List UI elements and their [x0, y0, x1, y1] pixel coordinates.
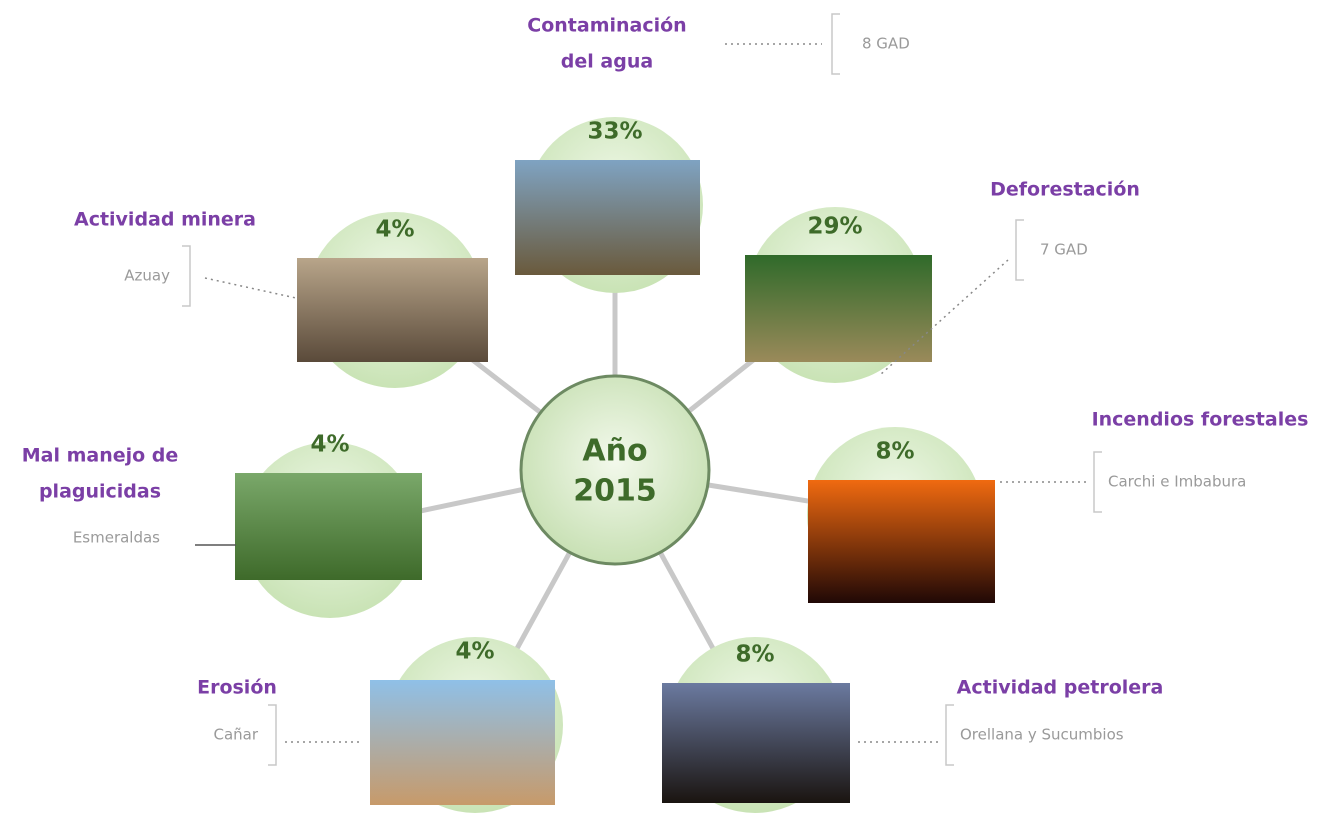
- node-title: Incendios forestales: [1092, 409, 1309, 431]
- bracket: [1094, 452, 1102, 512]
- node-title: plaguicidas: [39, 481, 161, 503]
- center-label: Año: [582, 434, 647, 469]
- bracket: [832, 14, 840, 74]
- node-detail: Azuay: [124, 267, 170, 285]
- node-image: [515, 160, 700, 275]
- node-title: Mal manejo de: [22, 445, 179, 467]
- node-title: Deforestación: [990, 179, 1140, 201]
- node-title: Actividad minera: [74, 209, 256, 231]
- node-image: [297, 258, 488, 362]
- node-detail: Carchi e Imbabura: [1108, 473, 1246, 491]
- node-detail: 8 GAD: [862, 35, 910, 53]
- node-percent: 4%: [310, 432, 349, 458]
- center-label: 2015: [573, 474, 657, 509]
- node-detail: Esmeraldas: [73, 529, 160, 547]
- node-image: [235, 473, 422, 580]
- node-title: Actividad petrolera: [957, 677, 1164, 699]
- node-percent: 29%: [807, 214, 862, 240]
- node-percent: 8%: [735, 642, 774, 668]
- node-title: Contaminación: [527, 15, 686, 37]
- node-title: del agua: [561, 51, 653, 73]
- diagram: 33% Contaminación del agua 8 GAD 29% Deforest…: [0, 0, 1320, 816]
- bracket: [1016, 220, 1024, 280]
- bracket: [182, 246, 190, 306]
- center-circle: [521, 376, 709, 564]
- node-image: [662, 683, 850, 803]
- node-detail: Cañar: [213, 726, 258, 744]
- node-detail: Orellana y Sucumbios: [960, 726, 1124, 744]
- connector: [205, 278, 296, 298]
- node-percent: 33%: [587, 119, 642, 145]
- bracket: [268, 705, 276, 765]
- node-image: [370, 680, 555, 805]
- node-image: [745, 255, 932, 362]
- node-detail: 7 GAD: [1040, 241, 1088, 259]
- node-image: [808, 480, 995, 603]
- node-percent: 4%: [375, 217, 414, 243]
- node-percent: 4%: [455, 639, 494, 665]
- node-title: Erosión: [197, 677, 277, 699]
- node-percent: 8%: [875, 439, 914, 465]
- bracket: [946, 705, 954, 765]
